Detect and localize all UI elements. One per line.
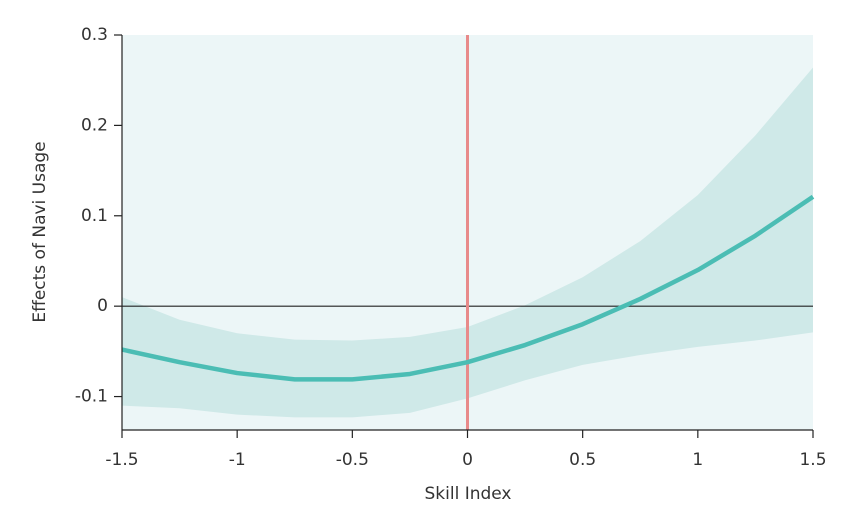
x-tick-label: -1 xyxy=(229,450,246,470)
y-tick-label: -0.1 xyxy=(75,387,108,407)
x-tick-label: -0.5 xyxy=(336,450,369,470)
x-axis-label: Skill Index xyxy=(424,484,511,504)
confidence-band xyxy=(122,67,813,418)
x-tick-label: 0 xyxy=(462,450,473,470)
y-tick-label: 0.2 xyxy=(81,115,108,135)
y-tick-label: 0.3 xyxy=(81,25,108,45)
x-tick-label: 1.5 xyxy=(799,450,826,470)
y-tick-label: 0 xyxy=(97,296,108,316)
x-tick-label: 1 xyxy=(692,450,703,470)
effect-line xyxy=(121,194,815,382)
x-tick-label: -1.5 xyxy=(105,450,138,470)
x-tick-label: 0.5 xyxy=(569,450,596,470)
y-axis-label: Effects of Navi Usage xyxy=(30,141,50,322)
y-tick-label: 0.1 xyxy=(81,206,108,226)
